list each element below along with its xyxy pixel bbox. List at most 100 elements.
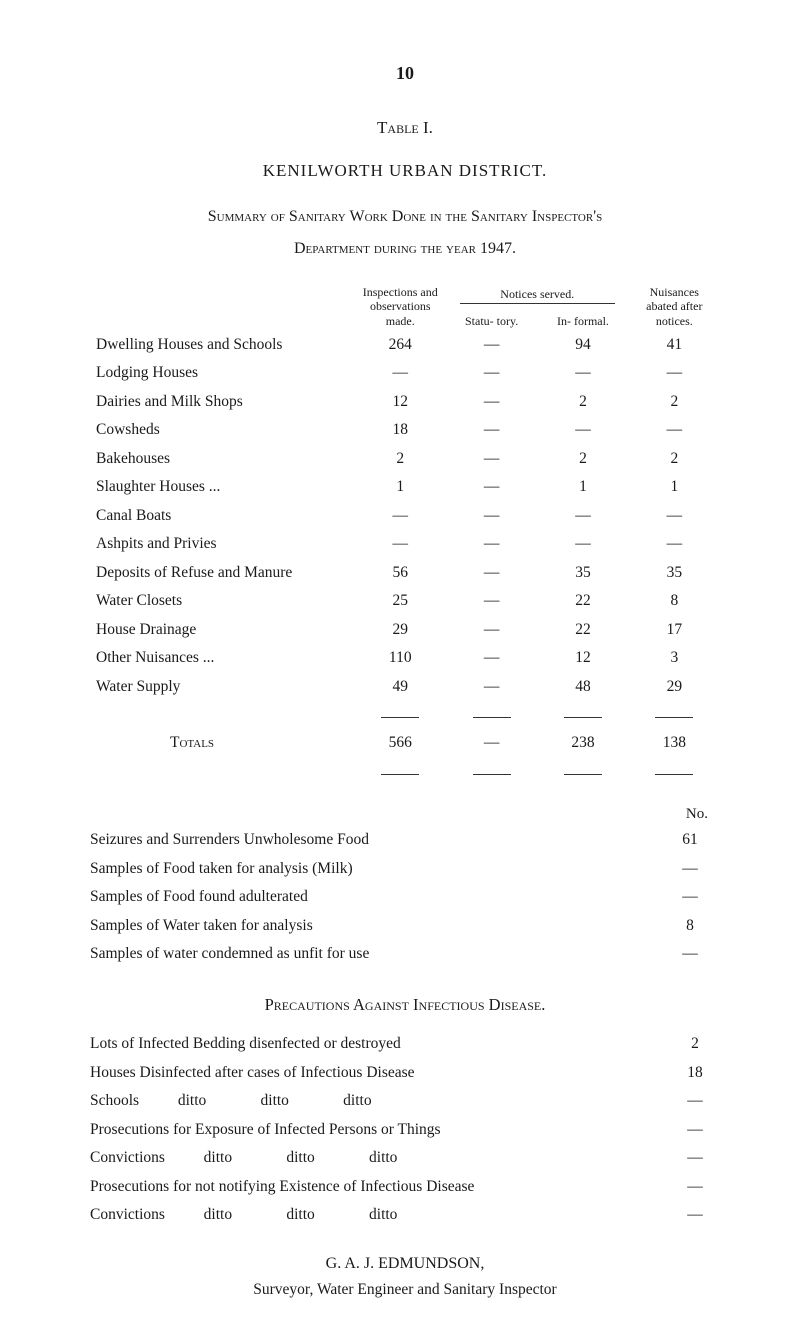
item-label: Lots of Infected Bedding disenfected or …	[90, 1033, 670, 1055]
cell: —	[446, 616, 537, 644]
header-notices-text: Notices served.	[500, 287, 574, 301]
table-row: Lodging Houses————	[90, 359, 720, 387]
totals-row: Totals 566 — 238 138	[90, 729, 720, 757]
table-body: Dwelling Houses and Schools264—9441 Lodg…	[90, 331, 720, 787]
cell: 49	[355, 673, 446, 701]
cell: —	[355, 502, 446, 530]
list-item: Houses Disinfected after cases of Infect…	[90, 1059, 720, 1087]
row-label: Deposits of Refuse and Manure	[90, 559, 355, 587]
table-row: Water Closets25—228	[90, 587, 720, 615]
row-label: House Drainage	[90, 616, 355, 644]
item-label: Schools ditto ditto ditto	[90, 1090, 670, 1112]
totals-inf: 238	[537, 729, 628, 757]
table-row: Cowsheds18———	[90, 416, 720, 444]
list-item: Samples of Food taken for analysis (Milk…	[90, 855, 720, 883]
item-label: Seizures and Surrenders Unwholesome Food	[90, 829, 660, 851]
table-row: Water Supply49—4829	[90, 673, 720, 701]
cell: 56	[355, 559, 446, 587]
cell: 48	[537, 673, 628, 701]
cell: 35	[629, 559, 720, 587]
header-blank-2	[90, 309, 355, 331]
cell: —	[629, 416, 720, 444]
dept-line: Department during the year 1947.	[90, 237, 720, 260]
row-label: Dwelling Houses and Schools	[90, 331, 355, 359]
cell: 2	[355, 445, 446, 473]
table-row: Ashpits and Privies————	[90, 530, 720, 558]
cell: —	[446, 530, 537, 558]
list-item: Schools ditto ditto ditto—	[90, 1087, 720, 1115]
item-value: —	[670, 1090, 720, 1112]
main-data-table: Inspections and observations made. Notic…	[90, 282, 720, 787]
row-label: Dairies and Milk Shops	[90, 388, 355, 416]
table-row: Slaughter Houses ...1—11	[90, 473, 720, 501]
header-inspections: Inspections and observations made.	[355, 282, 446, 331]
district-title: KENILWORTH URBAN DISTRICT.	[90, 159, 720, 184]
cell: 12	[537, 644, 628, 672]
header-informal: In- formal.	[537, 309, 628, 331]
list-item: Seizures and Surrenders Unwholesome Food…	[90, 826, 720, 854]
list-item: Samples of Water taken for analysis8	[90, 912, 720, 940]
table-row: Other Nuisances ...110—123	[90, 644, 720, 672]
item-label: Prosecutions for Exposure of Infected Pe…	[90, 1119, 670, 1141]
row-label: Slaughter Houses ...	[90, 473, 355, 501]
cell: 264	[355, 331, 446, 359]
item-value: 2	[670, 1033, 720, 1055]
cell: —	[446, 331, 537, 359]
list-item: Prosecutions for not notifying Existence…	[90, 1173, 720, 1201]
table-row: Dairies and Milk Shops12—22	[90, 388, 720, 416]
cell: 22	[537, 616, 628, 644]
cell: —	[355, 530, 446, 558]
row-label: Bakehouses	[90, 445, 355, 473]
table-row: Dwelling Houses and Schools264—9441	[90, 331, 720, 359]
cell: 1	[537, 473, 628, 501]
cell: 25	[355, 587, 446, 615]
cell: —	[537, 359, 628, 387]
item-label: Samples of Food found adulterated	[90, 886, 660, 908]
secondary-list: No. Seizures and Surrenders Unwholesome …	[90, 804, 720, 968]
cell: 94	[537, 331, 628, 359]
row-label: Other Nuisances ...	[90, 644, 355, 672]
item-value: —	[660, 943, 720, 965]
signature-block: G. A. J. EDMUNDSON, Surveyor, Water Engi…	[90, 1252, 720, 1302]
table-row: Bakehouses2—22	[90, 445, 720, 473]
row-label: Cowsheds	[90, 416, 355, 444]
cell: —	[446, 587, 537, 615]
cell: 12	[355, 388, 446, 416]
cell: —	[537, 530, 628, 558]
cell: —	[446, 673, 537, 701]
cell: —	[629, 530, 720, 558]
item-value: —	[670, 1119, 720, 1141]
header-notices-served: Notices served.	[446, 282, 629, 309]
cell: 1	[355, 473, 446, 501]
totals-insp: 566	[355, 729, 446, 757]
header-blank	[90, 282, 355, 309]
list-item: Lots of Infected Bedding disenfected or …	[90, 1030, 720, 1058]
totals-nuis: 138	[629, 729, 720, 757]
cell: 18	[355, 416, 446, 444]
cell: 41	[629, 331, 720, 359]
list-item: Samples of Food found adulterated—	[90, 883, 720, 911]
cell: 35	[537, 559, 628, 587]
cell: 2	[537, 445, 628, 473]
signature-name: G. A. J. EDMUNDSON,	[90, 1252, 720, 1275]
rule-row	[90, 758, 720, 786]
row-label: Lodging Houses	[90, 359, 355, 387]
item-label: Prosecutions for not notifying Existence…	[90, 1176, 670, 1198]
rule-row	[90, 701, 720, 729]
cell: —	[446, 445, 537, 473]
header-inspections-text: Inspections and observations made.	[363, 285, 438, 328]
row-label: Water Supply	[90, 673, 355, 701]
item-value: —	[660, 858, 720, 880]
cell: 29	[629, 673, 720, 701]
item-value: —	[660, 886, 720, 908]
cell: 8	[629, 587, 720, 615]
cell: —	[537, 416, 628, 444]
row-label: Water Closets	[90, 587, 355, 615]
summary-line: Summary of Sanitary Work Done in the San…	[90, 205, 720, 228]
cell: 29	[355, 616, 446, 644]
cell: —	[446, 388, 537, 416]
list-item: Prosecutions for Exposure of Infected Pe…	[90, 1116, 720, 1144]
item-value: 8	[660, 915, 720, 937]
table-row: House Drainage29—2217	[90, 616, 720, 644]
table-row: Deposits of Refuse and Manure56—3535	[90, 559, 720, 587]
